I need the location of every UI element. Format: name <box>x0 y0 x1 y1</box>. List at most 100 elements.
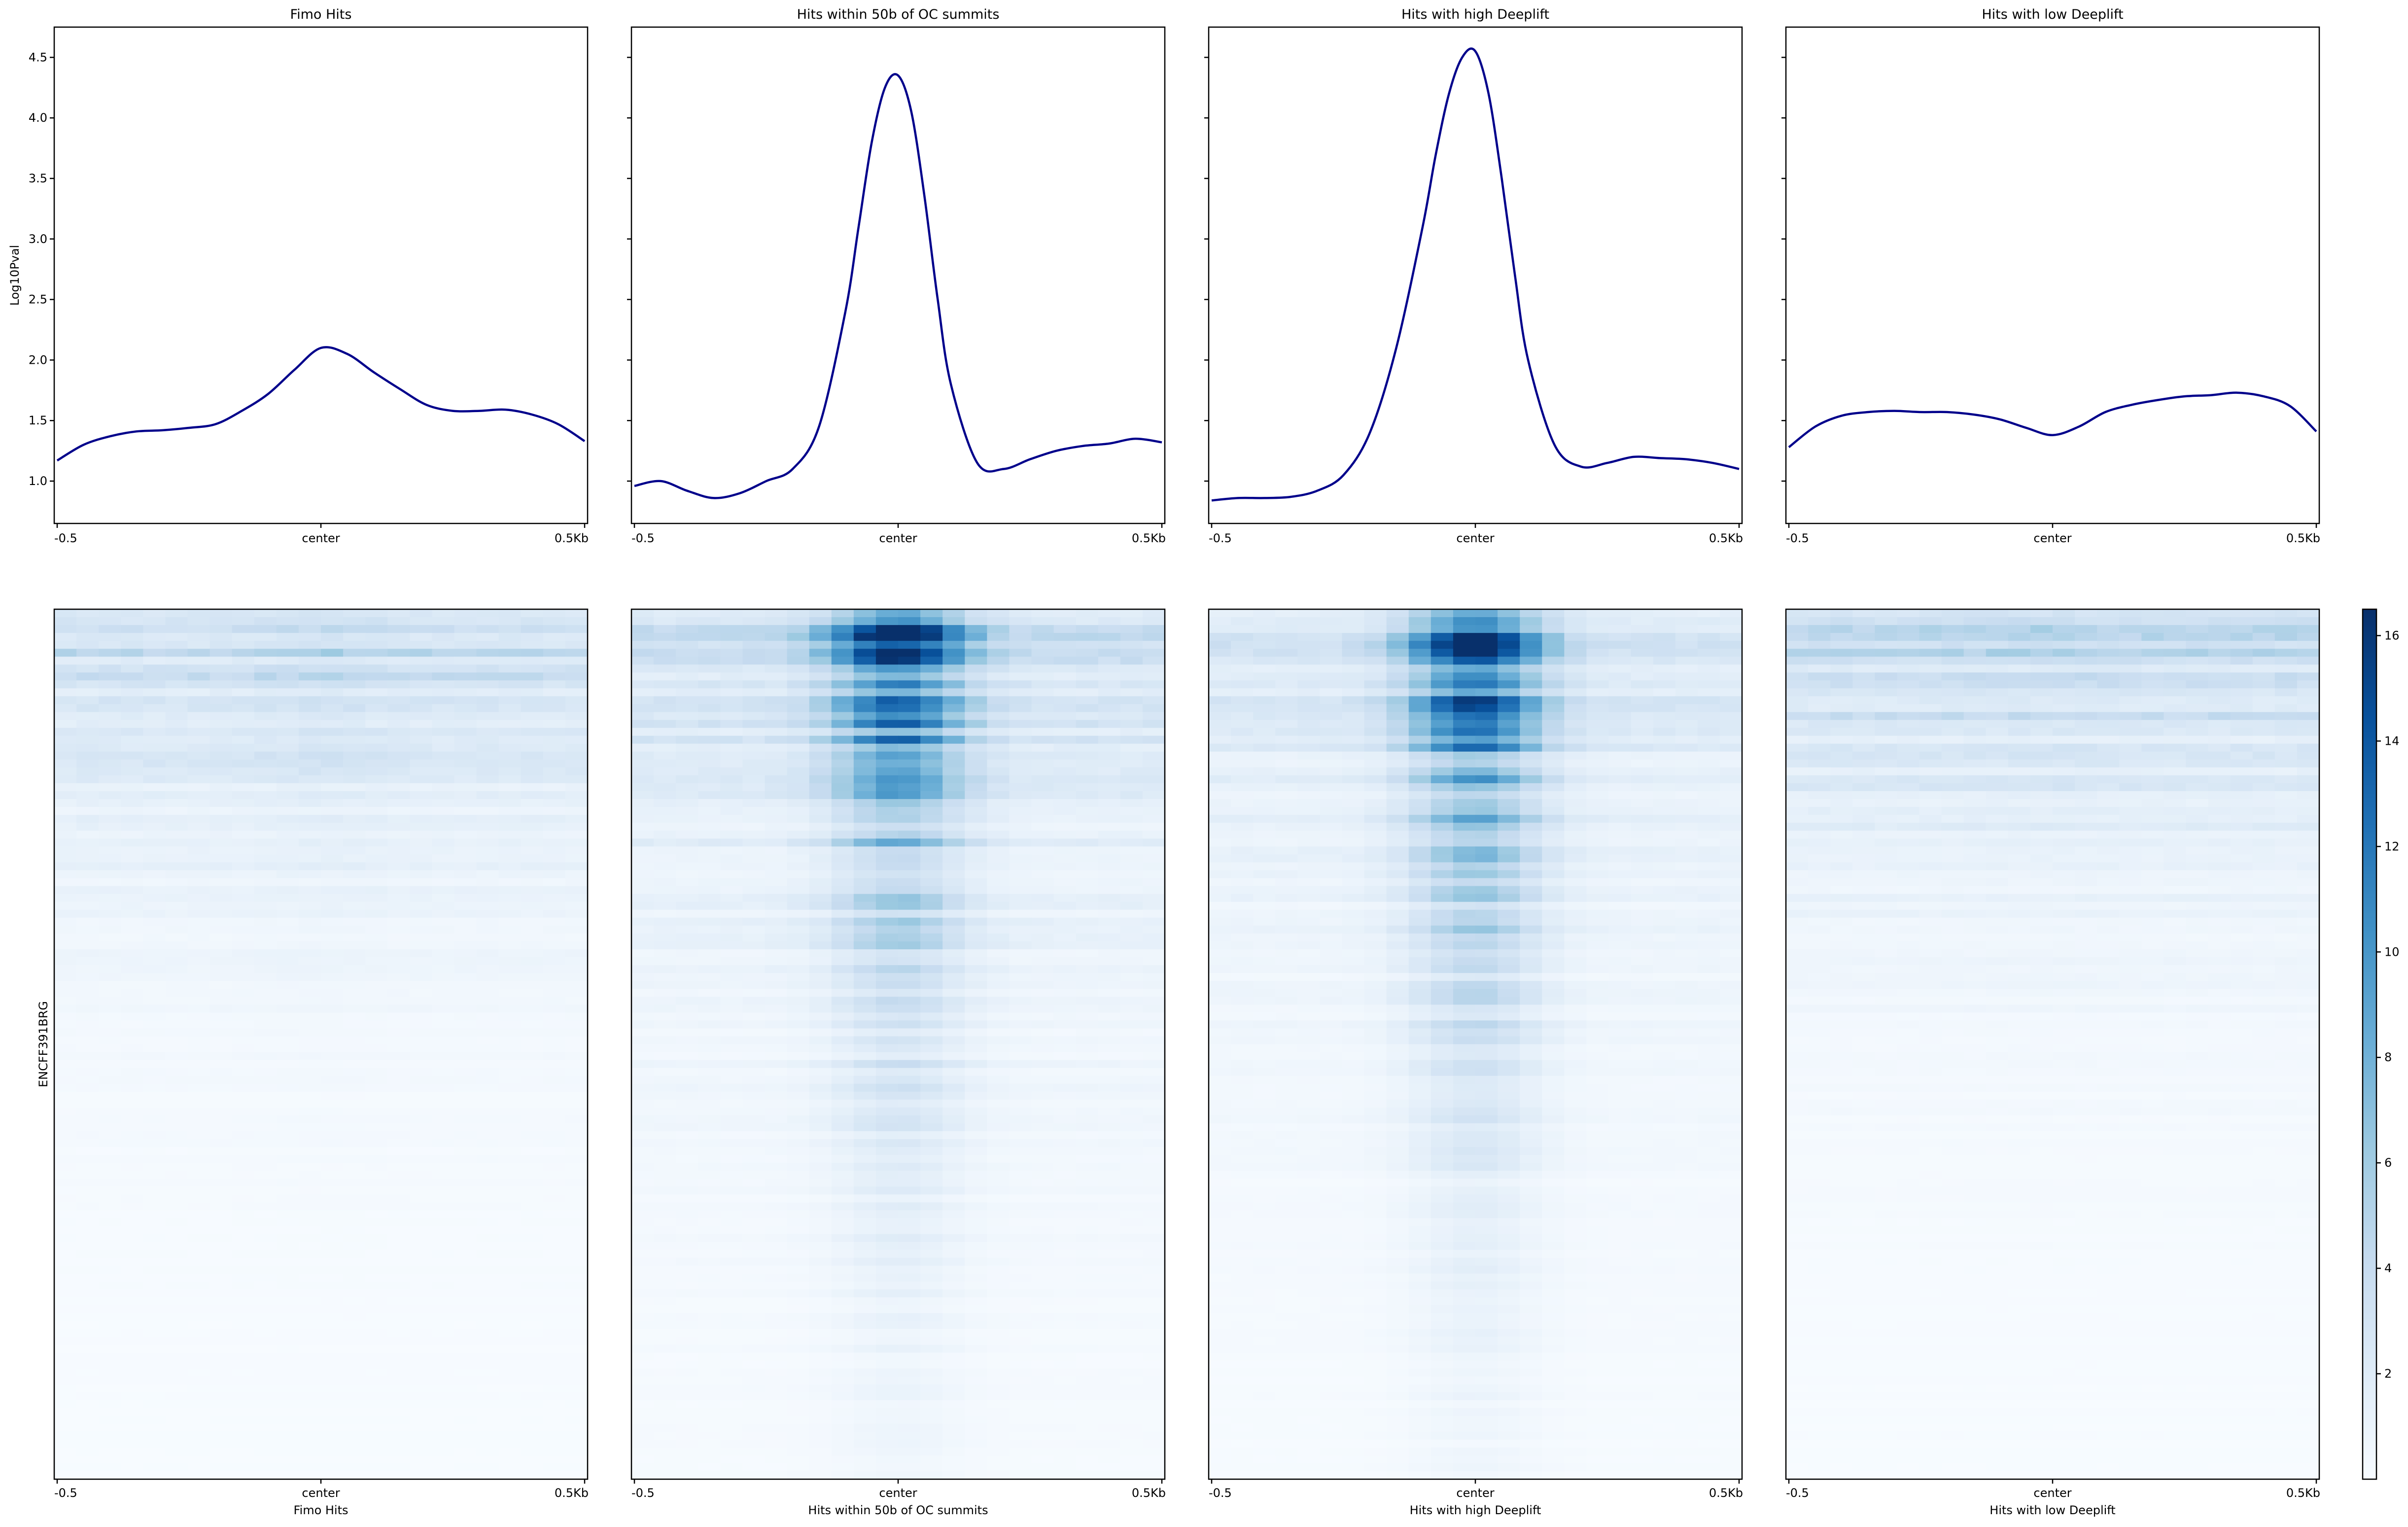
heatmap-cell <box>1076 1020 1099 1029</box>
heatmap-cell <box>276 649 299 658</box>
heatmap-cell <box>187 1083 210 1092</box>
heatmap-cell <box>298 1155 321 1163</box>
heatmap-cell <box>965 759 988 768</box>
heatmap-cell <box>1076 1305 1099 1314</box>
heatmap-cell <box>410 862 433 871</box>
heatmap-cell <box>676 823 699 832</box>
heatmap-cell <box>276 767 299 776</box>
heatmap-cell <box>498 1020 522 1029</box>
heatmap-cell <box>765 1297 788 1306</box>
heatmap-cell <box>1031 696 1054 705</box>
heatmap-cell <box>521 1202 544 1211</box>
heatmap-cell <box>521 633 544 641</box>
heatmap-cell <box>476 1471 499 1480</box>
heatmap-cell <box>654 1076 676 1084</box>
heatmap-cell <box>121 633 144 641</box>
heatmap-cell <box>498 1345 522 1353</box>
heatmap-cell <box>143 1012 166 1021</box>
heatmap-cell <box>498 1471 522 1480</box>
heatmap-cell <box>631 1273 654 1282</box>
heatmap-cell <box>432 1171 455 1180</box>
heatmap-cell <box>321 641 344 650</box>
heatmap-cell <box>54 791 77 799</box>
heatmap-cell <box>76 1242 99 1250</box>
heatmap-cell <box>343 617 366 625</box>
heatmap-cell <box>187 933 210 942</box>
heatmap-cell <box>787 862 810 871</box>
heatmap-cell <box>765 1052 788 1061</box>
heatmap-cell <box>765 1099 788 1108</box>
heatmap-cell <box>76 1012 99 1021</box>
heatmap-cell <box>76 799 99 807</box>
heatmap-cell <box>387 1036 411 1045</box>
heatmap-cell <box>898 1171 921 1180</box>
heatmap-cell <box>209 1329 233 1337</box>
heatmap-cell <box>121 1115 144 1124</box>
heatmap-cell <box>321 1447 344 1456</box>
heatmap-cell <box>543 728 566 736</box>
heatmap-cell <box>765 862 788 871</box>
heatmap-cell <box>143 925 166 934</box>
heatmap-cell <box>121 1044 144 1053</box>
heatmap-cell <box>1053 933 1077 942</box>
heatmap-cell <box>654 751 676 760</box>
heatmap-cell <box>787 1012 810 1021</box>
heatmap-cell <box>676 1329 699 1337</box>
heatmap-cell <box>410 791 433 799</box>
heatmap-cell <box>298 1345 321 1353</box>
heatmap-cell <box>875 1329 899 1337</box>
heatmap-cell <box>898 997 921 1006</box>
heatmap-cell <box>942 894 966 902</box>
heatmap-cell <box>942 1107 966 1116</box>
heatmap-cell <box>676 807 699 815</box>
heatmap-cell <box>121 1210 144 1219</box>
heatmap-cell <box>543 1131 566 1140</box>
heatmap-cell <box>1142 1083 1165 1092</box>
heatmap-cell <box>298 1107 321 1116</box>
heatmap-cell <box>165 902 188 910</box>
heatmap-cell <box>654 625 676 633</box>
heatmap-cell <box>1120 1155 1143 1163</box>
heatmap-cell <box>831 1186 854 1195</box>
heatmap-cell <box>787 1329 810 1337</box>
heatmap-cell <box>276 1083 299 1092</box>
panel-title: Fimo Hits <box>290 7 352 22</box>
heatmap-cell <box>54 1083 77 1092</box>
heatmap-cell <box>298 1297 321 1306</box>
heatmap-cell <box>454 1431 477 1440</box>
heatmap-cell <box>54 997 77 1006</box>
heatmap-cell <box>654 1036 676 1045</box>
heatmap-cell <box>965 1020 988 1029</box>
heatmap-cell <box>321 1107 344 1116</box>
heatmap-cell <box>698 886 721 895</box>
heatmap-cell <box>454 894 477 902</box>
heatmap-cell <box>1098 862 1121 871</box>
heatmap-cell <box>476 1281 499 1290</box>
heatmap-cell <box>121 1289 144 1298</box>
heatmap-cell <box>276 1076 299 1084</box>
heatmap-cell <box>121 1163 144 1172</box>
heatmap-cell <box>631 1234 654 1243</box>
heatmap-cell <box>521 949 544 958</box>
heatmap-cell <box>1076 791 1099 799</box>
heatmap-cell <box>831 1281 854 1290</box>
heatmap-cell <box>853 680 876 689</box>
x-tick-label: -0.5 <box>631 531 655 545</box>
heatmap-cell <box>1009 1147 1032 1155</box>
heatmap-cell <box>476 894 499 902</box>
heatmap-cell <box>76 1155 99 1163</box>
heatmap-cell <box>720 981 743 989</box>
heatmap-cell <box>365 672 388 681</box>
heatmap-cell <box>875 886 899 895</box>
heatmap-cell <box>387 720 411 729</box>
heatmap-cell <box>631 1115 654 1124</box>
heatmap-cell <box>209 1384 233 1393</box>
heatmap-cell <box>654 1321 676 1329</box>
heatmap-cell <box>298 1028 321 1037</box>
heatmap-cell <box>1142 1068 1165 1076</box>
heatmap-cell <box>321 1036 344 1045</box>
heatmap-cell <box>853 1139 876 1147</box>
heatmap-cell <box>1009 664 1032 673</box>
heatmap-cell <box>187 688 210 697</box>
